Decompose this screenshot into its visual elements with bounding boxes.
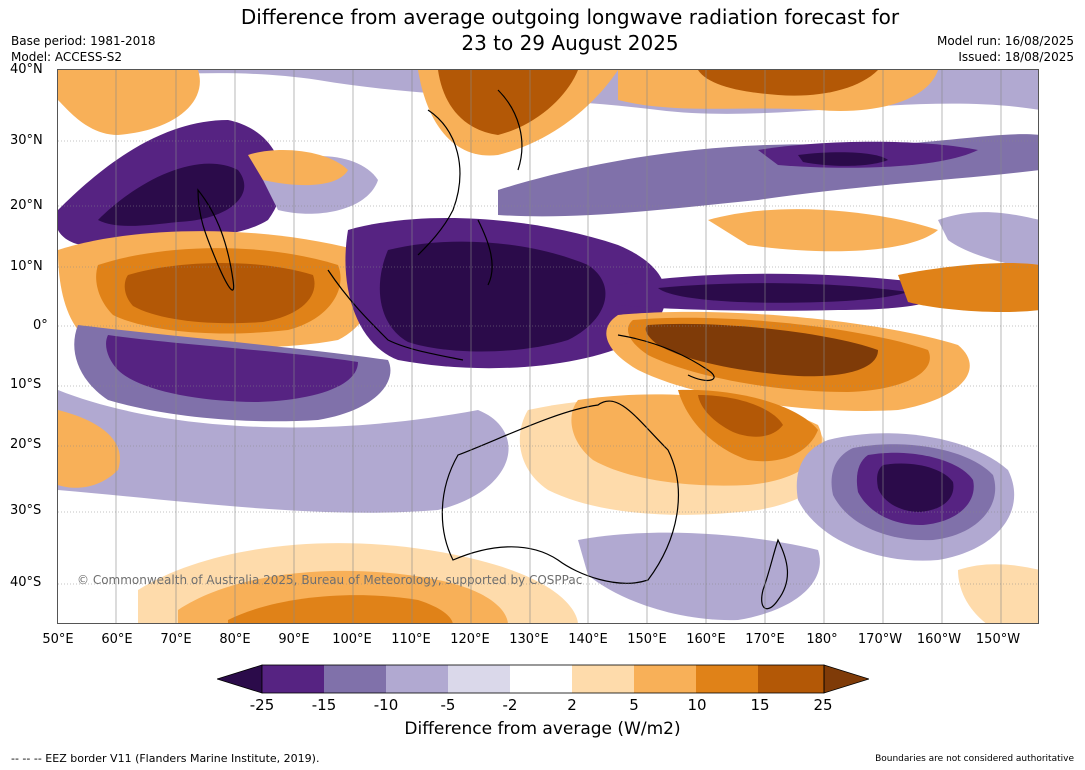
- issued-date: Issued: 18/08/2025: [958, 50, 1074, 64]
- lon-label-160w: 160°W: [916, 632, 962, 647]
- new-guinea-coastline: [617, 334, 715, 382]
- anomaly-region: [58, 70, 200, 135]
- metadata-right: Model run: 16/08/2025 Issued: 18/08/2025: [937, 33, 1074, 65]
- anomaly-region: [708, 209, 938, 252]
- lat-label-10s: 10°S: [10, 377, 42, 392]
- anomaly-region: [958, 564, 1038, 623]
- anomaly-region: [938, 212, 1038, 270]
- colorbar-segment: [696, 665, 758, 693]
- anomaly-region: [58, 390, 509, 513]
- meridians: [115, 70, 1002, 623]
- lon-label-110e: 110°E: [391, 632, 431, 647]
- olr-anomaly-map: [57, 69, 1039, 624]
- anomaly-region: [58, 410, 120, 488]
- sumatra-java-coastline: [327, 269, 464, 361]
- india-coastline: [197, 188, 235, 291]
- boundary-disclaimer: Boundaries are not considered authoritat…: [875, 754, 1074, 764]
- colorbar-tick: 10: [687, 696, 707, 714]
- australia-coastline: [441, 400, 679, 584]
- colorbar-label: Difference from average (W/m2): [404, 719, 681, 739]
- lat-label-20s: 20°S: [10, 437, 42, 452]
- lon-label-100e: 100°E: [332, 632, 372, 647]
- anomaly-region: [379, 241, 606, 352]
- anomaly-region: [106, 335, 358, 402]
- lon-label-130e: 130°E: [509, 632, 549, 647]
- japan-coastline: [497, 89, 523, 171]
- lat-label-20n: 20°N: [10, 198, 43, 213]
- colorbar-tick: -5: [440, 696, 456, 714]
- lon-label-120e: 120°E: [450, 632, 490, 647]
- colorbar-arrow-min: [217, 664, 263, 694]
- colorbar-segment: [448, 665, 510, 693]
- anomaly-region: [658, 283, 908, 303]
- lon-label-170e: 170°E: [745, 632, 785, 647]
- lat-label-30n: 30°N: [10, 133, 43, 148]
- lon-label-150e: 150°E: [627, 632, 667, 647]
- china-coastline: [417, 109, 461, 256]
- colorbar-segment: [386, 665, 448, 693]
- eez-border-note: -- -- -- EEZ border V11 (Flanders Marine…: [11, 752, 320, 765]
- colorbar-tick: 15: [750, 696, 770, 714]
- colorbar-tick: -25: [249, 696, 275, 714]
- colorbar-tick: -2: [502, 696, 518, 714]
- lon-label-180: 180°: [806, 632, 838, 647]
- new-zealand-coastline: [761, 538, 789, 610]
- anomaly-region: [124, 262, 315, 324]
- base-period: Base period: 1981-2018: [11, 34, 156, 48]
- colorbar-segment: [572, 665, 634, 693]
- philippines-coastline: [477, 219, 493, 286]
- lon-label-150w: 150°W: [975, 632, 1021, 647]
- colorbar-tick: 25: [813, 696, 833, 714]
- anomaly-region: [98, 163, 245, 226]
- colorbar-tick: -10: [373, 696, 399, 714]
- title-line-1: Difference from average outgoing longwav…: [240, 5, 900, 29]
- lat-label-0: 0°: [33, 318, 48, 333]
- colorbar-tick: 5: [629, 696, 639, 714]
- copyright-notice: © Commonwealth of Australia 2025, Bureau…: [77, 573, 583, 587]
- colorbar-arrow-max: [823, 664, 869, 694]
- lat-label-10n: 10°N: [10, 259, 43, 274]
- colorbar: [217, 664, 869, 694]
- map-title: Difference from average outgoing longwav…: [170, 4, 970, 56]
- lat-label-40n: 40°N: [10, 62, 43, 77]
- anomaly-region: [898, 263, 1038, 312]
- anomaly-region: [798, 152, 888, 166]
- anomaly-region: [698, 70, 878, 96]
- lat-label-40s: 40°S: [10, 575, 42, 590]
- lon-label-170w: 170°W: [857, 632, 903, 647]
- lon-label-80e: 80°E: [219, 632, 251, 647]
- title-line-2: 23 to 29 August 2025: [461, 31, 679, 55]
- lon-label-70e: 70°E: [160, 632, 192, 647]
- colorbar-tick: 2: [567, 696, 577, 714]
- lon-label-140e: 140°E: [568, 632, 608, 647]
- colorbar-segment: [324, 665, 386, 693]
- anomaly-region: [645, 323, 878, 377]
- lat-label-30s: 30°S: [10, 503, 42, 518]
- anomaly-region: [698, 395, 783, 437]
- anomaly-region: [248, 150, 348, 186]
- anomaly-region: [578, 532, 820, 621]
- anomaly-region: [228, 595, 453, 623]
- metadata-left: Base period: 1981-2018 Model: ACCESS-S2: [11, 33, 156, 65]
- colorbar-segment: [262, 665, 324, 693]
- model-name: Model: ACCESS-S2: [11, 50, 123, 64]
- model-run: Model run: 16/08/2025: [936, 34, 1074, 48]
- colorbar-tick: -15: [311, 696, 337, 714]
- lon-label-90e: 90°E: [278, 632, 310, 647]
- colorbar-frame: [261, 664, 825, 694]
- lon-label-160e: 160°E: [686, 632, 726, 647]
- lon-label-50e: 50°E: [42, 632, 74, 647]
- map-canvas: [58, 70, 1038, 623]
- lon-label-60e: 60°E: [101, 632, 133, 647]
- anomaly-region: [877, 463, 954, 512]
- colorbar-segment: [634, 665, 696, 693]
- colorbar-segment: [758, 665, 824, 693]
- colorbar-segment: [510, 665, 572, 693]
